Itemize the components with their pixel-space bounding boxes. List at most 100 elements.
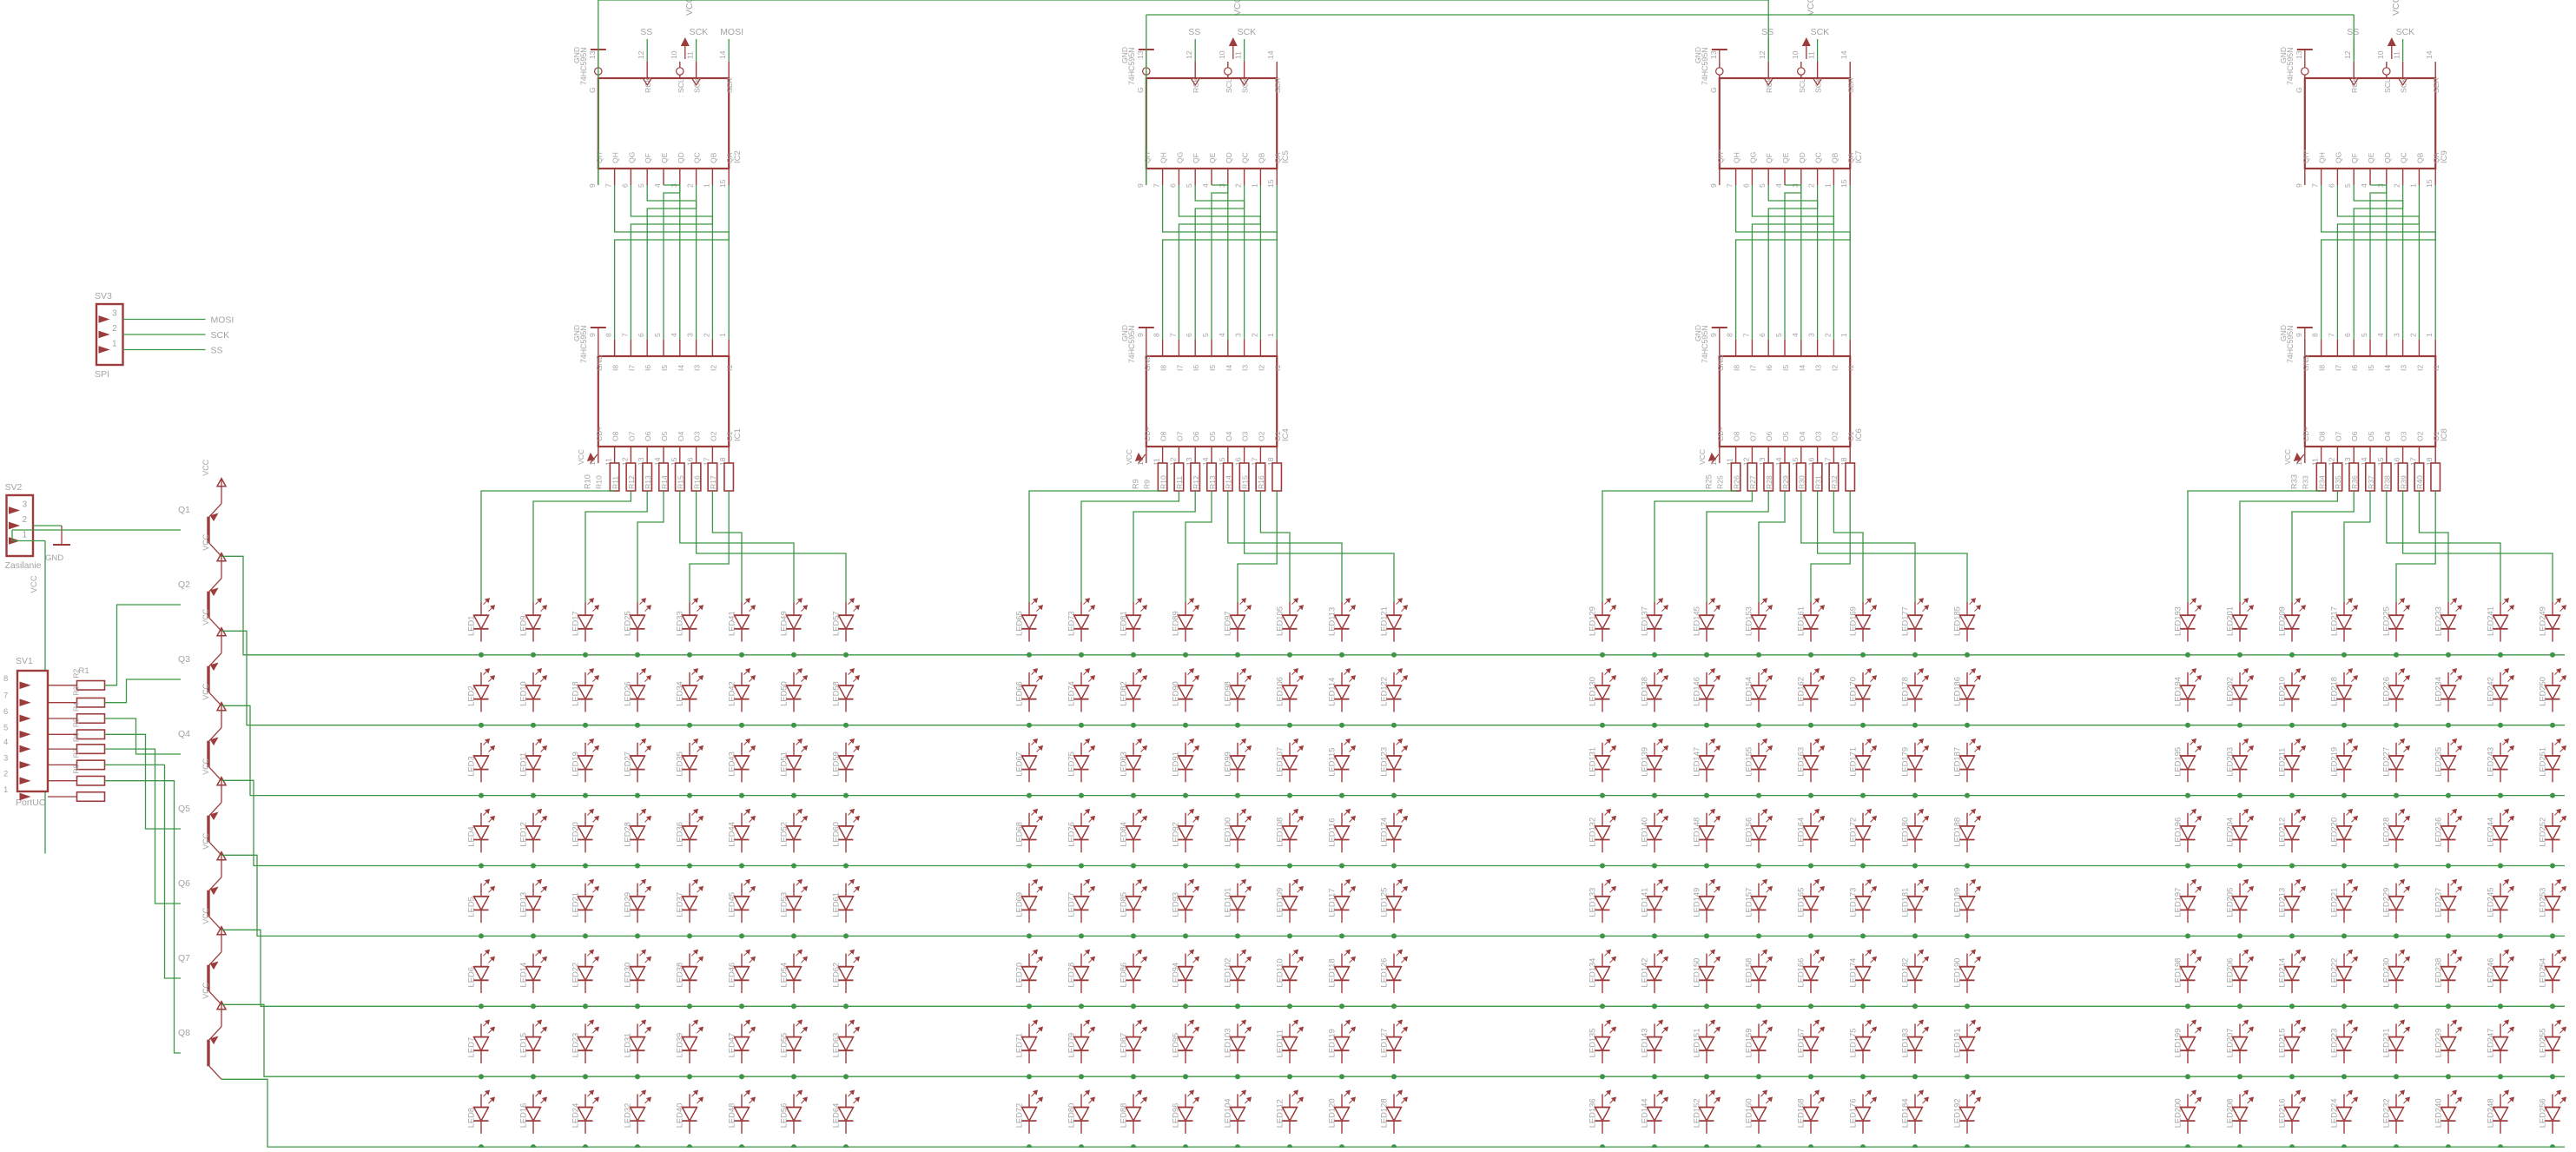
svg-text:O2: O2: [709, 431, 717, 441]
svg-text:LED199: LED199: [2173, 1029, 2183, 1058]
svg-text:LED153: LED153: [1744, 606, 1754, 636]
svg-text:I4: I4: [677, 365, 685, 371]
svg-text:LED186: LED186: [1952, 677, 1962, 706]
svg-text:R10: R10: [1159, 475, 1167, 489]
svg-text:IC2: IC2: [733, 150, 743, 163]
svg-text:6: 6: [2343, 333, 2352, 337]
svg-text:7: 7: [604, 183, 613, 188]
svg-text:SCK: SCK: [211, 330, 230, 341]
svg-text:LED26: LED26: [623, 681, 632, 706]
svg-text:1: 1: [1250, 183, 1258, 188]
svg-text:I7: I7: [1175, 365, 1184, 371]
svg-text:LED203: LED203: [2225, 747, 2235, 777]
svg-text:12: 12: [637, 50, 645, 59]
svg-text:LED176: LED176: [1848, 1098, 1858, 1128]
svg-text:LED221: LED221: [2329, 888, 2339, 917]
svg-text:LED256: LED256: [2538, 1098, 2547, 1128]
svg-text:Q3: Q3: [178, 654, 190, 665]
svg-text:LED211: LED211: [2277, 748, 2287, 777]
svg-text:IC1: IC1: [733, 428, 743, 441]
svg-text:SS: SS: [2347, 27, 2359, 37]
svg-text:LED4: LED4: [466, 826, 476, 846]
svg-text:O3: O3: [1241, 431, 1250, 441]
svg-text:LED3: LED3: [466, 756, 476, 776]
svg-text:Q8: Q8: [178, 1028, 190, 1038]
svg-text:LED238: LED238: [2434, 958, 2443, 988]
svg-text:LED39: LED39: [675, 1033, 684, 1058]
svg-text:1: 1: [1266, 333, 1275, 337]
svg-text:QE: QE: [2367, 152, 2375, 163]
svg-text:LED82: LED82: [1119, 681, 1128, 706]
svg-text:LED222: LED222: [2329, 958, 2339, 988]
svg-text:O6: O6: [2350, 431, 2359, 441]
svg-text:I3: I3: [2400, 365, 2408, 371]
svg-text:R14: R14: [1225, 475, 1233, 489]
svg-text:GND: GND: [595, 354, 604, 371]
svg-text:LED67: LED67: [1014, 751, 1024, 777]
svg-text:VCC: VCC: [201, 533, 210, 551]
svg-text:SCL: SCL: [2383, 78, 2392, 93]
svg-text:SV2: SV2: [5, 482, 23, 493]
svg-text:LED163: LED163: [1796, 747, 1806, 777]
svg-text:R32: R32: [1830, 475, 1839, 489]
svg-text:LED57: LED57: [831, 611, 841, 636]
svg-text:LED234: LED234: [2434, 677, 2443, 706]
svg-text:I4: I4: [1225, 365, 1233, 371]
svg-text:LED121: LED121: [1379, 606, 1389, 636]
svg-text:R25: R25: [1705, 474, 1714, 489]
svg-text:LED139: LED139: [1640, 747, 1649, 777]
svg-text:2: 2: [23, 515, 28, 525]
svg-text:LED169: LED169: [1848, 606, 1858, 636]
svg-text:4: 4: [670, 333, 678, 337]
svg-text:R12: R12: [627, 475, 636, 489]
svg-text:QC: QC: [1241, 152, 1250, 163]
svg-text:QF: QF: [1192, 153, 1200, 163]
svg-text:LED141: LED141: [1640, 888, 1649, 917]
svg-text:LED218: LED218: [2329, 677, 2339, 706]
svg-text:R38: R38: [2383, 475, 2392, 489]
svg-text:QC: QC: [1814, 152, 1823, 163]
svg-text:I3: I3: [1814, 365, 1823, 371]
svg-text:R40: R40: [2415, 475, 2424, 489]
svg-text:LED228: LED228: [2381, 818, 2391, 847]
svg-text:11: 11: [686, 51, 695, 59]
svg-text:I2: I2: [709, 365, 717, 371]
svg-text:LED108: LED108: [1275, 818, 1285, 847]
svg-text:14: 14: [718, 50, 727, 59]
svg-text:3: 3: [112, 309, 117, 319]
svg-text:R8: R8: [72, 764, 81, 773]
svg-text:R13: R13: [644, 475, 652, 489]
svg-text:SS: SS: [640, 27, 652, 37]
svg-text:O5: O5: [1781, 431, 1790, 441]
svg-text:6: 6: [620, 183, 629, 188]
svg-text:LED187: LED187: [1952, 747, 1962, 777]
svg-text:QE: QE: [660, 152, 669, 163]
svg-text:I6: I6: [1192, 365, 1200, 371]
svg-text:LED83: LED83: [1119, 751, 1128, 777]
svg-text:IC4: IC4: [1281, 428, 1291, 441]
svg-text:R37: R37: [2367, 475, 2375, 489]
svg-text:4: 4: [653, 183, 662, 188]
svg-text:LED65: LED65: [1014, 611, 1024, 636]
svg-text:IC8: IC8: [2440, 428, 2449, 441]
svg-text:VCC: VCC: [201, 832, 210, 850]
svg-text:R29: R29: [1781, 475, 1790, 489]
svg-text:QB: QB: [1257, 152, 1265, 163]
svg-text:QB: QB: [2415, 152, 2424, 163]
svg-text:I1: I1: [725, 365, 734, 371]
svg-text:LED47: LED47: [727, 1033, 736, 1058]
svg-text:LED74: LED74: [1067, 681, 1076, 706]
svg-text:LED44: LED44: [727, 822, 736, 847]
svg-text:LED247: LED247: [2486, 1029, 2495, 1058]
svg-text:74HC595N: 74HC595N: [1127, 325, 1136, 363]
svg-text:IC6: IC6: [1854, 428, 1864, 441]
svg-text:12: 12: [1758, 50, 1767, 59]
svg-text:2: 2: [702, 333, 710, 337]
svg-text:6: 6: [1741, 183, 1750, 188]
svg-text:O3: O3: [693, 431, 702, 441]
svg-text:QD: QD: [1225, 152, 1233, 163]
svg-text:CD+: CD+: [1716, 427, 1725, 441]
svg-text:Q5: Q5: [178, 804, 190, 814]
svg-text:QB: QB: [1830, 152, 1839, 163]
svg-text:LED72: LED72: [1014, 1103, 1024, 1129]
